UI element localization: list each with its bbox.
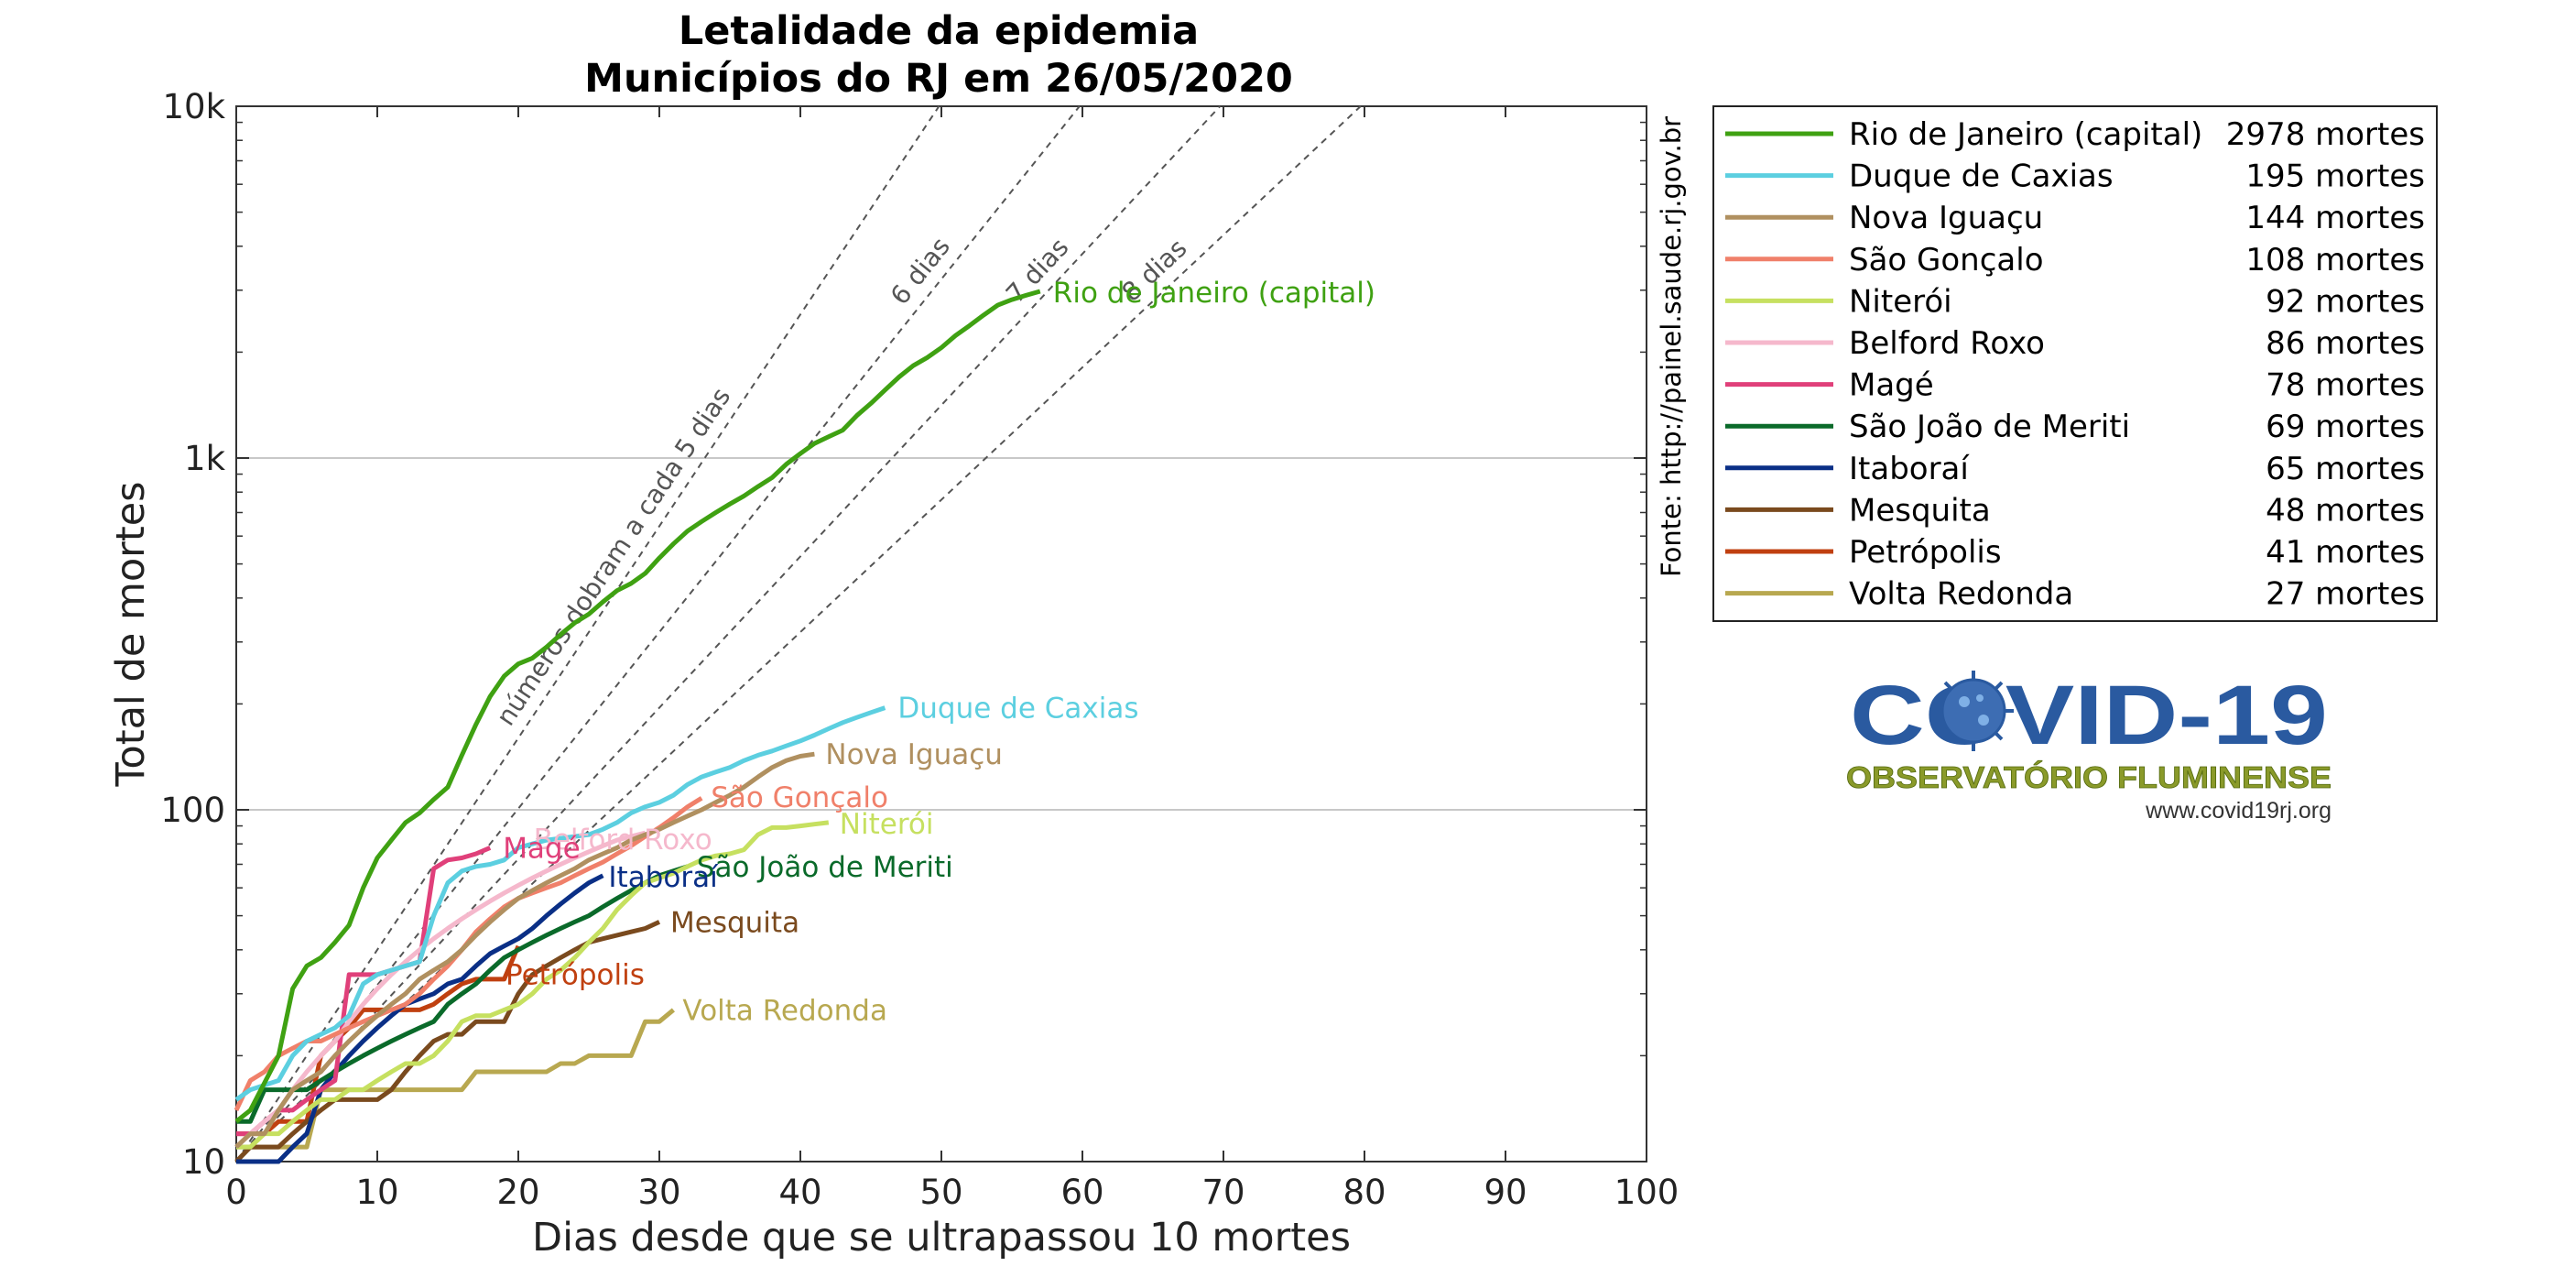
series-line xyxy=(236,944,521,1137)
covid-logo: COVID-19 OBSERVATÓRIO FLUMINENSE www.cov… xyxy=(1846,669,2332,824)
legend-series-value: 92 mortes xyxy=(2266,283,2425,320)
series-end-label: Itaboraí xyxy=(608,861,719,894)
legend-box xyxy=(1712,105,2438,622)
series-end-label: Belford Roxo xyxy=(534,824,712,857)
series-end-label: Volta Redonda xyxy=(682,994,887,1027)
y-axis-label: Total de mortes xyxy=(108,481,154,787)
legend-series-value: 27 mortes xyxy=(2266,576,2425,613)
y-tick-label: 1k xyxy=(184,439,226,478)
series-line xyxy=(236,820,830,1150)
series-line xyxy=(236,1008,675,1150)
series-line xyxy=(236,873,604,1164)
legend-series-name: Itaboraí xyxy=(1849,451,1970,487)
series-end-label: Petrópolis xyxy=(505,959,645,992)
legend-series-name: Petrópolis xyxy=(1849,534,2002,571)
series-end-label: Nova Iguaçu xyxy=(825,738,1003,771)
x-tick-label: 20 xyxy=(496,1173,539,1212)
legend-series-value: 195 mortes xyxy=(2245,158,2425,195)
legend-series-value: 41 mortes xyxy=(2266,534,2425,571)
series-line xyxy=(236,864,689,1124)
legend-series-value: 78 mortes xyxy=(2266,367,2425,404)
series-end-label: São Gonçalo xyxy=(711,781,888,814)
series-labels: Rio de Janeiro (capital) Duque de Caxias N… xyxy=(503,277,1375,1027)
series-line xyxy=(234,705,886,1102)
legend-series-name: Belford Roxo xyxy=(1849,325,2045,362)
legend-series-value: 48 mortes xyxy=(2266,492,2425,529)
legend-series-name: Nova Iguaçu xyxy=(1849,200,2043,236)
x-tick-label: 90 xyxy=(1484,1173,1527,1212)
x-tick-label: 50 xyxy=(919,1173,962,1212)
x-tick-label: 70 xyxy=(1201,1173,1245,1212)
logo-url: www.covid19rj.org xyxy=(2145,798,2331,824)
chart-title: Letalidade da epidemia xyxy=(679,8,1199,54)
y-tick-label: 10k xyxy=(162,87,225,126)
legend-series-value: 144 mortes xyxy=(2245,200,2425,236)
x-tick-label: 40 xyxy=(778,1173,821,1212)
x-tick-label: 10 xyxy=(355,1173,398,1212)
legend-series-name: Magé xyxy=(1849,367,1934,404)
logo-word: COVID-19 xyxy=(1850,669,2328,762)
series-end-label: São João de Meriti xyxy=(697,851,953,884)
y-tick-label: 100 xyxy=(160,791,225,830)
source-note: Fonte: http://painel.saude.rj.gov.br xyxy=(1656,116,1687,577)
virus-icon xyxy=(1933,671,2014,751)
legend-series-value: 108 mortes xyxy=(2245,242,2425,278)
legend-series-value: 69 mortes xyxy=(2266,409,2425,445)
doubling-guide-line xyxy=(235,105,940,1162)
legend-series-name: Rio de Janeiro (capital) xyxy=(1849,116,2202,153)
y-tick-label: 10 xyxy=(182,1142,225,1182)
legend-series-value: 2978 mortes xyxy=(2226,116,2425,153)
legend: Rio de Janeiro (capital) 2978 mortes Duque… xyxy=(1725,116,2425,613)
series-end-label: Duque de Caxias xyxy=(897,693,1138,726)
series-line xyxy=(234,751,815,1149)
legend-series-name: Mesquita xyxy=(1849,492,1991,529)
legend-series-name: Niterói xyxy=(1849,283,1952,320)
series-end-label: Magé xyxy=(503,832,581,865)
series-end-label: Rio de Janeiro (capital) xyxy=(1053,277,1375,310)
doubling-guide-line xyxy=(235,105,1222,1162)
legend-series-value: 65 mortes xyxy=(2266,451,2425,487)
legend-series-name: São Gonçalo xyxy=(1849,242,2044,278)
chart-subtitle: Municípios do RJ em 26/05/2020 xyxy=(584,56,1293,102)
legend-series-name: Duque de Caxias xyxy=(1849,158,2114,195)
x-axis-label: Dias desde que se ultrapassou 10 mortes xyxy=(532,1215,1351,1261)
series-line xyxy=(234,289,1041,1124)
x-tick-label: 80 xyxy=(1342,1173,1386,1212)
legend-series-name: Volta Redonda xyxy=(1849,576,2073,613)
x-tick-label: 100 xyxy=(1614,1173,1679,1212)
series-end-label: Niterói xyxy=(840,808,934,841)
legend-series-value: 86 mortes xyxy=(2266,325,2425,362)
series-lines xyxy=(234,289,1041,1164)
series-end-label: Mesquita xyxy=(670,906,799,939)
x-tick-label: 0 xyxy=(225,1173,247,1212)
x-tick-label: 60 xyxy=(1060,1173,1103,1212)
logo-subtitle: OBSERVATÓRIO FLUMINENSE xyxy=(1846,760,2331,794)
series-line xyxy=(234,830,647,1149)
legend-series-name: São João de Meriti xyxy=(1849,409,2130,445)
x-tick-label: 30 xyxy=(637,1173,680,1212)
